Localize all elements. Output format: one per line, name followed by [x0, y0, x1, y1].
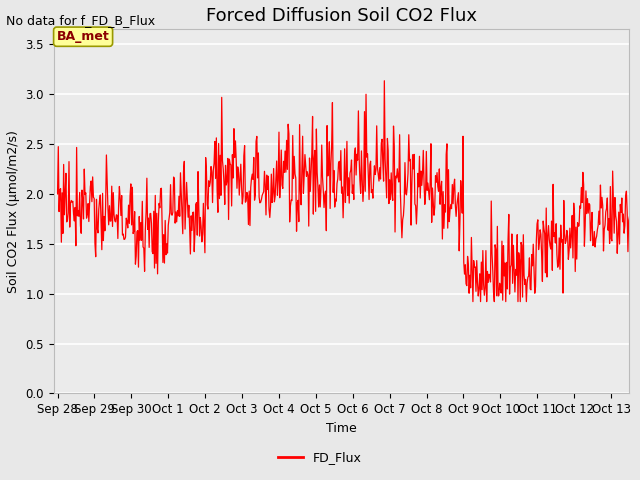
X-axis label: Time: Time	[326, 421, 357, 435]
Legend: FD_Flux: FD_Flux	[273, 446, 367, 469]
Text: BA_met: BA_met	[57, 30, 109, 43]
Title: Forced Diffusion Soil CO2 Flux: Forced Diffusion Soil CO2 Flux	[206, 7, 477, 25]
Y-axis label: Soil CO2 Flux (μmol/m2/s): Soil CO2 Flux (μmol/m2/s)	[7, 130, 20, 293]
Text: No data for f_FD_B_Flux: No data for f_FD_B_Flux	[6, 14, 156, 27]
